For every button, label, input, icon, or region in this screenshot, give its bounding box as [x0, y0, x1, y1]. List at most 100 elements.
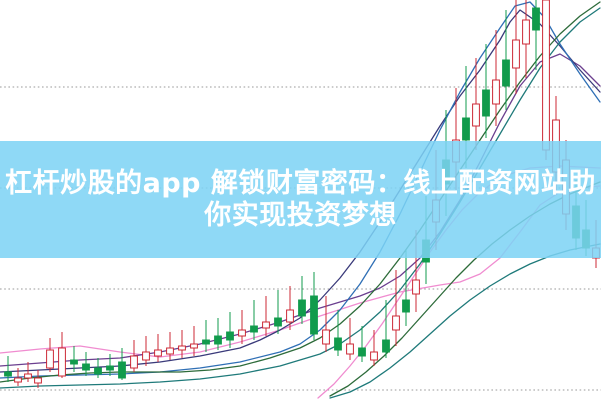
candle-42 — [482, 44, 490, 138]
candle-34 — [402, 250, 410, 326]
candle-body — [190, 343, 198, 349]
candle-body — [522, 19, 530, 45]
candle-27 — [322, 296, 330, 352]
candle-body — [452, 139, 460, 163]
candle-0 — [4, 356, 12, 382]
candle-5 — [58, 332, 66, 378]
candle-10 — [118, 348, 126, 380]
candle-body — [310, 295, 318, 335]
candle-body — [432, 199, 440, 223]
candle-body — [572, 205, 580, 239]
candle-14 — [166, 332, 174, 360]
candle-13 — [154, 334, 162, 362]
candle-body — [298, 299, 306, 317]
candle-body — [322, 329, 330, 345]
candle-47 — [532, 0, 540, 70]
candle-46 — [522, 0, 530, 78]
candle-32 — [382, 300, 390, 358]
candle-body — [370, 351, 378, 361]
candle-15 — [178, 330, 186, 358]
candle-body — [412, 279, 420, 295]
candle-18 — [214, 318, 222, 350]
candle-48 — [542, 0, 550, 160]
candle-45 — [512, 0, 520, 94]
candle-body — [46, 349, 54, 369]
candle-4 — [46, 338, 54, 372]
candle-body — [202, 339, 210, 345]
candle-24 — [286, 286, 294, 330]
candle-body — [422, 239, 430, 263]
candle-body — [14, 377, 22, 383]
candle-body — [552, 119, 560, 173]
candle-8 — [94, 358, 102, 378]
candle-28 — [334, 310, 342, 356]
candle-body — [238, 329, 246, 337]
candle-6 — [70, 346, 78, 372]
candle-body — [250, 325, 258, 333]
candle-body — [142, 351, 150, 361]
candle-7 — [82, 352, 90, 376]
candle-body — [542, 0, 550, 151]
candle-body — [382, 339, 390, 353]
ma-line-ma-teal — [0, 7, 601, 389]
candle-body — [582, 229, 590, 249]
candle-body — [70, 359, 78, 365]
candle-body — [130, 355, 138, 369]
candle-body — [82, 363, 90, 371]
candle-1 — [14, 368, 22, 386]
candle-body — [482, 89, 490, 117]
candle-29 — [346, 318, 354, 360]
candle-30 — [358, 326, 366, 362]
candle-body — [562, 159, 570, 215]
candle-body — [262, 321, 270, 329]
candle-body — [274, 317, 282, 327]
candle-body — [346, 343, 354, 355]
candle-22 — [262, 296, 270, 336]
candle-41 — [472, 58, 480, 150]
candle-body — [532, 7, 540, 31]
candle-body — [34, 377, 42, 384]
candle-body — [462, 117, 470, 141]
candle-9 — [106, 354, 114, 376]
ma-line-ma-purple — [0, 53, 601, 367]
candle-body — [334, 337, 342, 351]
candle-body — [24, 373, 32, 379]
candle-body — [118, 361, 126, 379]
candle-11 — [130, 340, 138, 372]
candle-body — [492, 79, 500, 105]
candle-33 — [392, 270, 400, 346]
candle-16 — [190, 326, 198, 356]
candle-2 — [24, 362, 32, 382]
candle-body — [512, 39, 520, 69]
candle-31 — [370, 330, 378, 366]
candle-23 — [274, 290, 282, 334]
candle-body — [178, 345, 186, 351]
candle-body — [392, 315, 400, 331]
candle-body — [226, 331, 234, 341]
candle-body — [286, 309, 294, 323]
candle-body — [106, 365, 114, 371]
candle-21 — [250, 300, 258, 340]
candle-body — [4, 371, 12, 377]
candle-body — [58, 347, 66, 377]
candle-body — [442, 159, 450, 185]
candle-17 — [202, 320, 210, 352]
candle-body — [502, 59, 510, 87]
candle-body — [402, 299, 410, 313]
candle-body — [166, 347, 174, 355]
candle-20 — [238, 310, 246, 344]
candle-26 — [310, 272, 318, 340]
candle-body — [358, 347, 366, 357]
candle-3 — [34, 370, 42, 388]
candle-44 — [502, 10, 510, 110]
candle-43 — [492, 30, 500, 126]
candle-25 — [298, 276, 306, 324]
candle-12 — [142, 336, 150, 366]
candle-body — [472, 103, 480, 127]
candle-body — [214, 335, 222, 345]
candle-body — [94, 367, 102, 375]
candle-body — [592, 247, 600, 259]
